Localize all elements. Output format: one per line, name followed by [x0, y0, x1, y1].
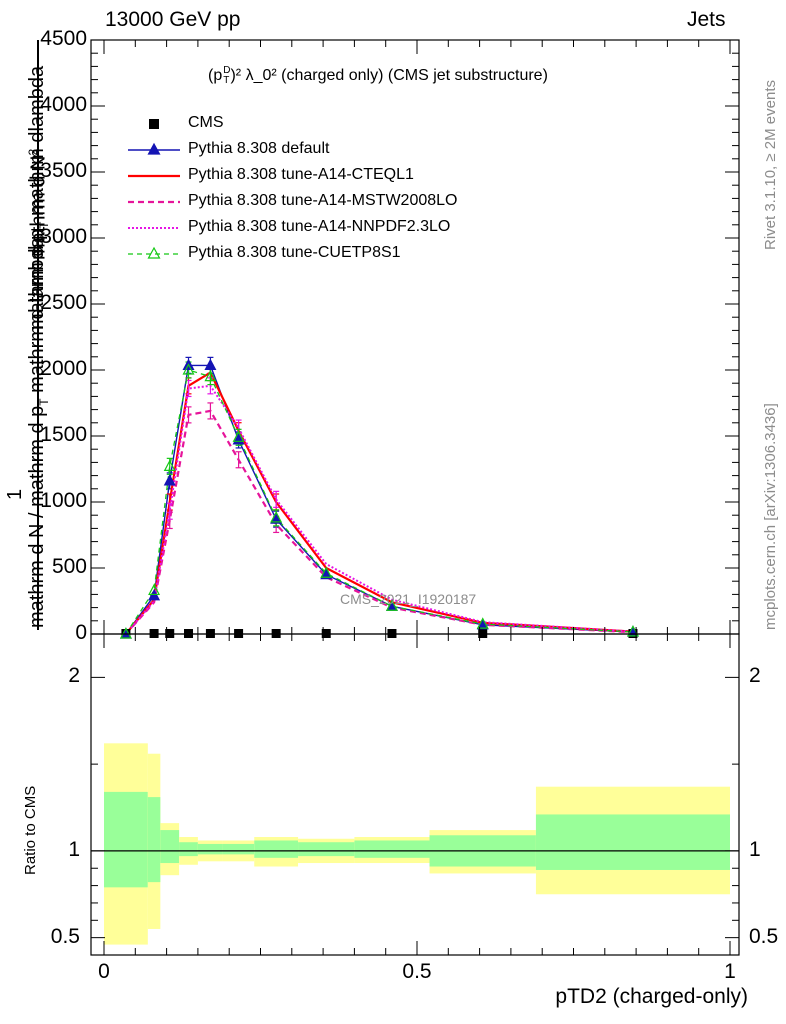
ratio-plot-frame: [90, 633, 740, 956]
legend-marks: [128, 119, 180, 259]
ratio-error-bands: [91, 743, 739, 945]
ratio-ytick-label-right-2: 2: [749, 664, 761, 688]
ratio-inner-band-0: [104, 791, 148, 888]
ratio-inner-band-3: [179, 842, 198, 857]
main-ylabel-one: 1: [4, 488, 26, 500]
main-ytick-label-5: 2500: [40, 291, 87, 314]
ratio-inner-band-5: [222, 843, 255, 855]
series-marker-5-3: [182, 363, 195, 375]
legend-entry-0: CMS: [188, 114, 224, 131]
main-ytick-label-1: 500: [51, 555, 87, 578]
series-marker-5-9: [476, 617, 489, 629]
ratio-ytick-label-right-1: 1: [749, 837, 761, 861]
x-axis-label: pTD2 (charged-only): [555, 985, 748, 1008]
plot-title: (p D T)² λ_0² (charged only) (CMS jet subs…: [208, 65, 548, 86]
ratio-ytick-label-right-0: 0.5: [749, 924, 779, 948]
legend-symbol-cms: [149, 119, 159, 129]
ratio-inner-band-8: [354, 840, 430, 858]
ratio-ytick-label-left-2: 2: [68, 664, 80, 688]
main-ytick-label-6: 3000: [40, 225, 87, 248]
series-line-4: [125, 384, 634, 635]
header-energy-label: 13000 GeV pp: [105, 8, 241, 31]
x-tick-label-1: 0.5: [402, 960, 432, 983]
ratio-inner-band-6: [254, 840, 299, 858]
legend-marker-5: [147, 246, 161, 259]
x-tick-label-0: 0: [98, 960, 110, 983]
series-marker-1-2: [163, 474, 176, 486]
legend-entry-5: Pythia 8.308 tune-CUETP8S1: [188, 244, 401, 261]
ratio-inner-band-10: [535, 814, 730, 870]
series-marker-1-7: [320, 567, 333, 580]
series-marker-5-4: [204, 369, 217, 382]
series-marker-5-2: [163, 459, 176, 471]
series-marker-5-6: [270, 511, 283, 523]
main-ylabel-fraction-bar: [37, 40, 39, 630]
series-marker-5-0: [119, 627, 132, 639]
main-ytick-label-4: 2000: [40, 357, 87, 380]
series-marker-5-8: [385, 599, 398, 611]
series-marker-1-4: [204, 358, 217, 370]
legend-entry-2: Pythia 8.308 tune-A14-CTEQL1: [188, 166, 414, 183]
ratio-ylabel: Ratio to CMS: [22, 785, 39, 875]
series-marker-5-1: [148, 583, 161, 596]
main-ytick-label-7: 3500: [40, 159, 87, 182]
series-marker-5-10: [626, 625, 639, 637]
series-marker-5-5: [232, 430, 245, 442]
axis-ticks: [91, 39, 739, 955]
ratio-ytick-label-left-1: 1: [68, 837, 80, 861]
legend-entry-1: Pythia 8.308 default: [188, 140, 330, 157]
axis-frames: [90, 39, 740, 956]
main-ytick-label-9: 4500: [40, 27, 87, 50]
analysis-watermark: CMS_2021_I1920187: [340, 591, 477, 607]
ratio-inner-band-4: [197, 843, 223, 855]
mcplots-label: mcplots.cern.ch [arXiv:1306.3436]: [762, 403, 779, 630]
ratio-inner-band-1: [147, 797, 161, 883]
series-marker-5-7: [320, 566, 333, 578]
main-ytick-label-8: 4000: [40, 93, 87, 116]
rivet-version-label: Rivet 3.1.10, ≥ 2M events: [762, 80, 779, 250]
legend-entry-4: Pythia 8.308 tune-A14-NNPDF2.3LO: [188, 218, 451, 235]
ratio-ytick-label-left-0: 0.5: [50, 924, 80, 948]
ratio-inner-band-2: [160, 830, 180, 864]
series-marker-1-6: [270, 512, 283, 524]
main-ytick-label-0: 0: [75, 621, 87, 644]
main-ytick-label-2: 1000: [40, 489, 87, 512]
x-tick-label-2: 1: [724, 960, 736, 983]
legend-marker-1: [147, 142, 161, 155]
ratio-inner-band-7: [298, 842, 355, 857]
legend-entry-3: Pythia 8.308 tune-A14-MSTW2008LO: [188, 192, 458, 209]
main-ytick-label-3: 1500: [40, 423, 87, 446]
header-jets-label: Jets: [687, 8, 726, 31]
